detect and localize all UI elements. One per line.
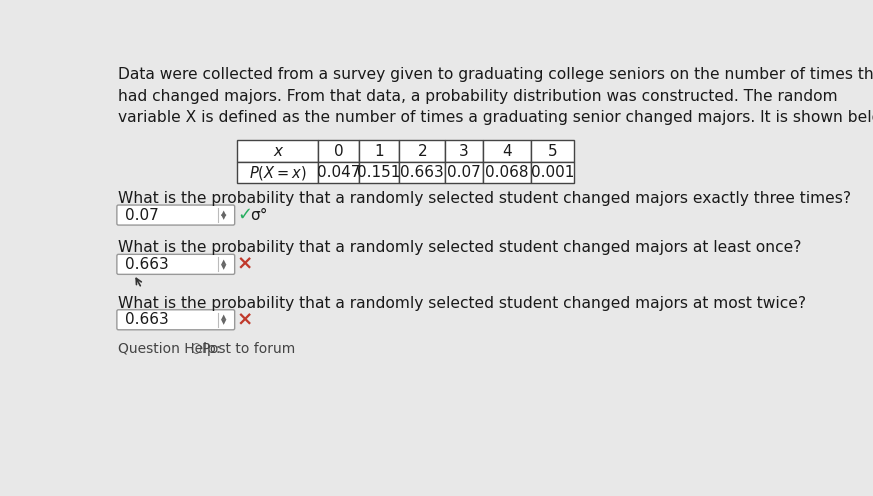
Text: 0.068: 0.068 [485,165,528,180]
Text: ▼: ▼ [221,264,226,270]
Text: $P(X = x)$: $P(X = x)$ [249,164,306,182]
Text: ×: × [237,310,253,329]
FancyBboxPatch shape [117,310,235,330]
Text: What is the probability that a randomly selected student changed majors exactly : What is the probability that a randomly … [119,191,851,206]
Text: 0.663: 0.663 [401,165,444,180]
Text: ▼: ▼ [221,214,226,220]
Bar [359,162,399,184]
Text: σ°: σ° [251,207,268,223]
Bar [531,162,574,184]
Text: 0.047: 0.047 [317,165,361,180]
Bar [359,140,399,162]
Text: 3: 3 [459,144,469,159]
Bar [445,162,483,184]
Bar [531,140,574,162]
Text: Post to forum: Post to forum [203,342,295,356]
Bar [483,140,531,162]
Text: 0.07: 0.07 [125,207,158,223]
Text: 0.001: 0.001 [531,165,574,180]
Text: Data were collected from a survey given to graduating college seniors on the num: Data were collected from a survey given … [119,67,873,125]
Text: 0.151: 0.151 [357,165,401,180]
Text: 0.663: 0.663 [125,257,168,272]
FancyBboxPatch shape [117,205,235,225]
Text: x: x [273,144,282,159]
Bar [483,162,531,184]
Bar [237,162,319,184]
Bar [445,140,483,162]
FancyBboxPatch shape [117,254,235,274]
Text: 1: 1 [374,144,383,159]
Text: 2: 2 [417,144,427,159]
Bar [399,162,445,184]
Text: ✓: ✓ [237,206,252,224]
Text: ×: × [237,255,253,274]
Text: ▼: ▼ [221,319,226,325]
Text: 0.663: 0.663 [125,312,168,327]
Text: Question Help:: Question Help: [119,342,221,356]
Text: ○: ○ [190,342,202,355]
Text: What is the probability that a randomly selected student changed majors at least: What is the probability that a randomly … [119,241,802,255]
Text: 0: 0 [333,144,343,159]
Text: 4: 4 [502,144,512,159]
Bar [319,162,359,184]
Text: ▲: ▲ [221,210,226,216]
Text: 5: 5 [547,144,557,159]
Bar [319,140,359,162]
Text: What is the probability that a randomly selected student changed majors at most : What is the probability that a randomly … [119,296,807,311]
Text: 0.07: 0.07 [447,165,481,180]
Text: ▲: ▲ [221,314,226,320]
Bar [399,140,445,162]
Bar [237,140,319,162]
Text: ▲: ▲ [221,259,226,265]
